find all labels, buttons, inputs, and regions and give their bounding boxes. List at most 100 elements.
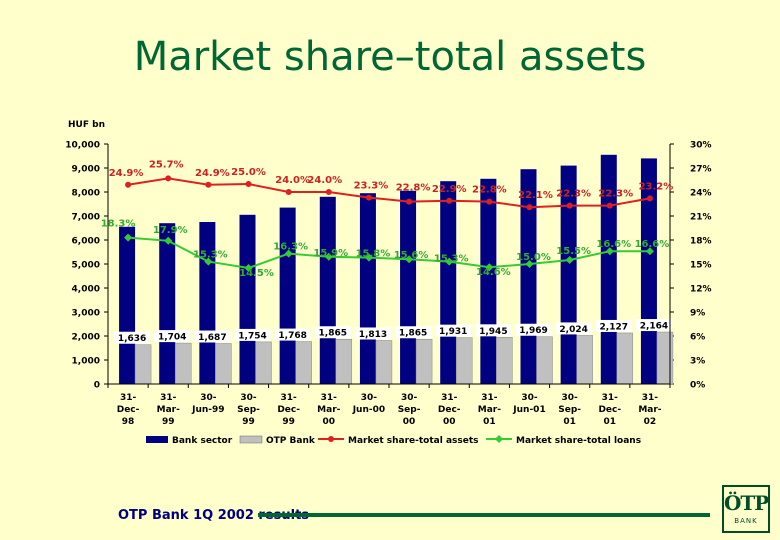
market-share-loans-point bbox=[204, 257, 213, 266]
bar-bank-sector bbox=[400, 190, 417, 384]
legend-label-loans: Market share-total loans bbox=[516, 436, 641, 446]
assets-value-label: 24.0% bbox=[307, 175, 342, 186]
loans-value-label: 16.6% bbox=[596, 239, 631, 250]
y-tick-label: 1,000 bbox=[72, 357, 100, 367]
assets-value-label: 22.3% bbox=[556, 189, 591, 200]
otp-label-box bbox=[555, 322, 592, 335]
legend-swatch-bank-sector bbox=[146, 436, 168, 443]
loans-value-label: 15.3% bbox=[193, 250, 228, 261]
bar-otp-bank bbox=[375, 340, 393, 385]
assets-value-label: 24.9% bbox=[195, 168, 230, 179]
market-share-loans-point bbox=[284, 249, 293, 258]
market-share-assets-point bbox=[125, 181, 132, 188]
x-tick-label: 02 bbox=[644, 417, 657, 427]
otp-value-label: 2,127 bbox=[600, 322, 628, 332]
otp-label-box bbox=[314, 326, 351, 339]
x-tick-label: 01 bbox=[483, 417, 496, 427]
otp-value-label: 2,024 bbox=[559, 325, 587, 335]
logo-mark: ÖTP bbox=[724, 491, 769, 515]
assets-value-label: 23.2% bbox=[639, 181, 674, 192]
bar-bank-sector bbox=[199, 222, 216, 384]
y-tick-label: 10,000 bbox=[65, 141, 100, 151]
bar-bank-sector bbox=[480, 178, 497, 384]
x-tick-label: 30- bbox=[240, 393, 257, 403]
otp-value-label: 1,931 bbox=[439, 327, 467, 337]
legend-swatch-otp-bank bbox=[239, 435, 263, 444]
assets-value-label: 22.1% bbox=[518, 190, 553, 201]
otp-label-box bbox=[435, 324, 472, 337]
otp-value-label: 1,754 bbox=[238, 331, 266, 341]
x-tick-label: Dec- bbox=[277, 405, 300, 415]
market-share-loans-point bbox=[605, 247, 614, 256]
bar-otp-bank bbox=[415, 338, 433, 385]
y-tick-label: 3,000 bbox=[72, 309, 100, 319]
y2-tick-label: 0% bbox=[690, 381, 705, 391]
y2-tick-label: 12% bbox=[690, 285, 712, 295]
y-tick-label: 9,000 bbox=[72, 165, 100, 175]
assets-value-label: 22.9% bbox=[432, 184, 467, 195]
market-share-loans-point bbox=[645, 247, 654, 256]
assets-value-label: 23.3% bbox=[354, 181, 389, 192]
market-share-assets-point bbox=[285, 189, 292, 195]
otp-value-label: 1,945 bbox=[479, 327, 507, 337]
assets-value-label: 22.8% bbox=[396, 183, 431, 194]
bar-otp-bank bbox=[656, 331, 674, 385]
y2-tick-label: 21% bbox=[690, 213, 712, 223]
market-share-loans-line bbox=[127, 236, 650, 270]
otp-value-label: 1,704 bbox=[158, 333, 186, 343]
x-tick-label: 98 bbox=[122, 417, 135, 427]
x-tick-label: 31- bbox=[281, 393, 298, 403]
y-tick-label: 8,000 bbox=[72, 189, 100, 199]
bar-otp-bank bbox=[174, 342, 192, 385]
x-tick-label: 31- bbox=[160, 393, 177, 403]
assets-value-label: 22.8% bbox=[472, 185, 507, 196]
loans-value-label: 14.5% bbox=[239, 268, 274, 279]
loans-value-label: 15.6% bbox=[394, 250, 429, 261]
assets-value-label: 25.0% bbox=[231, 167, 266, 178]
x-tick-label: 01 bbox=[563, 417, 576, 427]
market-share-loans-point bbox=[364, 253, 373, 262]
x-tick-label: 30- bbox=[401, 393, 418, 403]
x-tick-label: Dec- bbox=[438, 405, 461, 415]
market-share-loans-point bbox=[405, 255, 414, 264]
market-share-assets-point bbox=[165, 175, 172, 182]
bar-bank-sector bbox=[359, 193, 376, 384]
bar-bank-sector bbox=[520, 169, 537, 384]
loans-value-label: 14.6% bbox=[476, 267, 511, 278]
otp-value-label: 2,164 bbox=[640, 322, 668, 332]
market-share-loans-point bbox=[565, 256, 574, 264]
x-tick-label: Mar- bbox=[157, 405, 180, 415]
otp-value-label: 1,865 bbox=[399, 329, 427, 339]
x-tick-label: 00 bbox=[323, 417, 336, 427]
x-tick-label: 31- bbox=[441, 393, 458, 403]
x-tick-label: Jun-01 bbox=[512, 405, 545, 415]
x-tick-label: 00 bbox=[403, 417, 416, 427]
bar-bank-sector bbox=[119, 226, 136, 384]
y2-tick-label: 18% bbox=[690, 237, 712, 247]
bar-otp-bank bbox=[335, 338, 353, 385]
y2-tick-label: 27% bbox=[690, 165, 712, 175]
x-tick-label: Sep- bbox=[558, 405, 581, 415]
assets-value-label: 25.7% bbox=[149, 159, 184, 170]
loans-value-label: 16.6% bbox=[635, 239, 670, 250]
y2-tick-label: 6% bbox=[690, 333, 705, 343]
x-tick-label: 00 bbox=[443, 417, 456, 427]
y2-tick-label: 24% bbox=[690, 189, 712, 199]
market-share-assets-point bbox=[606, 202, 613, 209]
y-tick-label: 5,000 bbox=[72, 261, 100, 271]
footer-divider bbox=[258, 513, 710, 517]
otp-label-box bbox=[395, 326, 432, 339]
legend-marker-assets bbox=[328, 436, 334, 442]
legend-label-assets: Market share-total assets bbox=[348, 436, 479, 446]
loans-value-label: 15.0% bbox=[516, 252, 551, 263]
market-share-loans-point bbox=[445, 257, 454, 266]
otp-bank-logo: ÖTP BANK bbox=[722, 485, 770, 533]
loans-value-label: 17.9% bbox=[153, 225, 188, 236]
bar-otp-bank bbox=[215, 343, 232, 385]
market-share-assets-point bbox=[365, 194, 372, 201]
assets-value-label: 22.3% bbox=[598, 189, 633, 200]
x-tick-label: 01 bbox=[604, 417, 617, 427]
market-share-loans-point bbox=[164, 236, 173, 245]
x-tick-label: Dec- bbox=[117, 405, 140, 415]
